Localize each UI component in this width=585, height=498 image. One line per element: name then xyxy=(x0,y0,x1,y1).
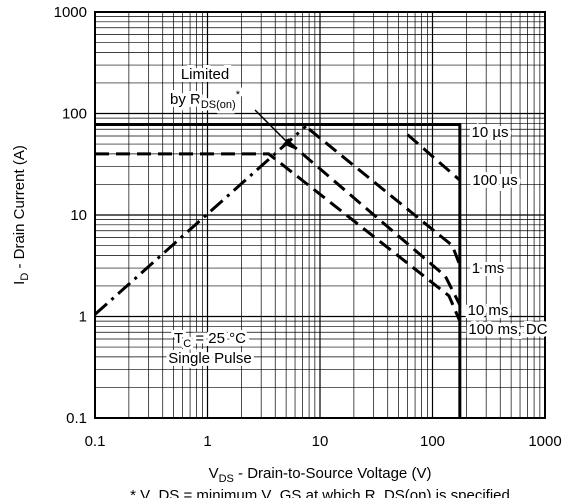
x-tick-label: 1000 xyxy=(528,433,561,450)
y-tick-label: 100 xyxy=(62,106,87,123)
arrow-head xyxy=(283,138,294,149)
x-axis-title: VDS - Drain-to-Source Voltage (V) xyxy=(209,465,432,485)
annotation-part: T xyxy=(174,330,183,347)
y-axis-title: ID - Drain Current (A) xyxy=(11,145,31,285)
series-label: 10 ms xyxy=(468,302,509,319)
series-line xyxy=(406,133,461,182)
annotation-arrow xyxy=(254,109,291,146)
axis-title-part: D xyxy=(19,273,31,281)
series-label: 100 ms, DC xyxy=(468,321,547,338)
annotation: by RDS(on)* xyxy=(170,89,241,111)
annotation: Single Pulse xyxy=(168,350,251,367)
x-tick-label: 1 xyxy=(203,433,211,450)
series-label: 10 µs xyxy=(472,124,509,141)
annotation-part: DS(on) xyxy=(201,99,236,111)
y-tick-label: 0.1 xyxy=(66,410,87,427)
plot: 0.1 1 10 100 1000 0.1 1 10 100 1000 10 µs 100 µs 1 m… xyxy=(54,4,562,450)
series-line xyxy=(95,122,462,418)
axis-title-part: V xyxy=(209,465,219,482)
annotation: Limited xyxy=(181,66,229,83)
y-tick-label: 10 xyxy=(70,207,87,224)
y-tick-label: 1 xyxy=(79,309,87,326)
annotation-part: = 25 °C xyxy=(191,330,246,347)
x-tick-label: 10 xyxy=(312,433,329,450)
annotation: TC = 25 °C xyxy=(174,330,246,350)
annotation-part: * xyxy=(236,89,241,101)
annotation-part: by R xyxy=(170,91,201,108)
series-line xyxy=(285,138,462,306)
axis-title-part: - Drain-to-Source Voltage (V) xyxy=(234,465,432,482)
plot-frame xyxy=(94,11,546,419)
x-tick-label: 100 xyxy=(420,433,445,450)
x-tick-label: 0.1 xyxy=(85,433,106,450)
footnote: * V_DS = minimum V_GS at which R_DS(on) … xyxy=(130,487,510,498)
series-line xyxy=(308,128,462,266)
axis-title-part: - Drain Current (A) xyxy=(11,145,28,273)
axis-title-part: I xyxy=(11,281,28,285)
series-label: 1 ms xyxy=(472,260,505,277)
y-tick-label: 1000 xyxy=(54,4,87,21)
axis-title-part: DS xyxy=(219,473,234,485)
annotation-part: C xyxy=(183,338,191,350)
series-line xyxy=(95,152,462,322)
series-label: 100 µs xyxy=(472,172,517,189)
